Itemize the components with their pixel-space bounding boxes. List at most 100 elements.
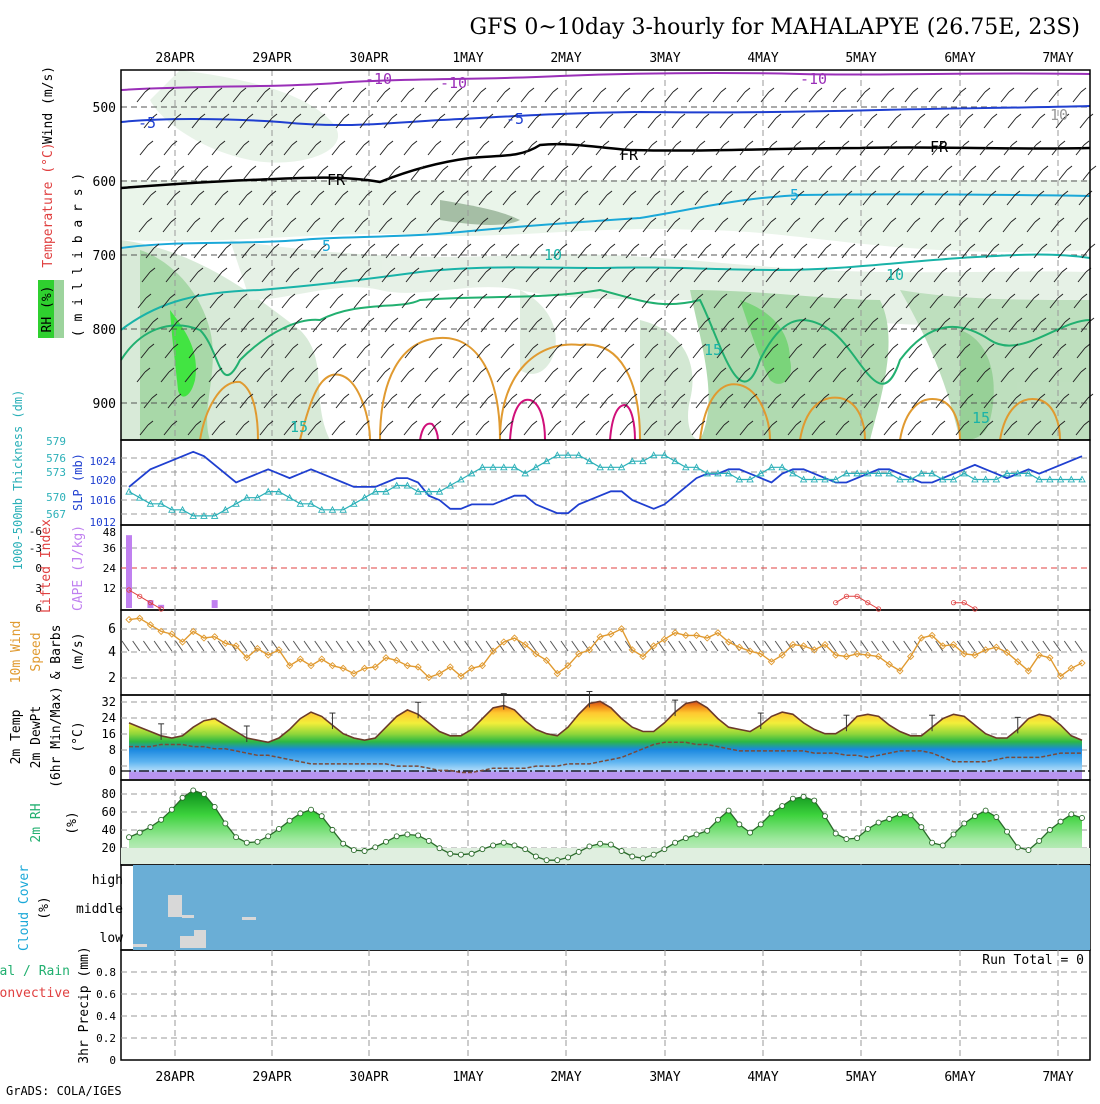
wind-speed-point bbox=[628, 646, 636, 654]
wind-speed-point bbox=[489, 647, 497, 655]
thickness-tick: 570 bbox=[46, 491, 66, 504]
thickness-point bbox=[210, 511, 219, 519]
surface-wind-barb bbox=[132, 640, 141, 652]
slp-tick: 1020 bbox=[90, 474, 117, 487]
surface-wind-barb bbox=[517, 640, 526, 652]
lower-panels-grid bbox=[121, 440, 1090, 1060]
surface-wind-barb bbox=[592, 640, 601, 652]
run-total-label: Run Total = 0 bbox=[982, 953, 1084, 968]
cloud-cover-field bbox=[133, 865, 1090, 950]
cape-bar bbox=[211, 600, 218, 608]
wind-speed-point bbox=[339, 664, 347, 672]
bottom-date-label: 28APR bbox=[155, 1070, 194, 1085]
contour-label: 5 bbox=[790, 186, 799, 204]
surface-wind-barb bbox=[624, 640, 633, 652]
wind-speed-point bbox=[885, 660, 893, 668]
wind-speed-point bbox=[928, 631, 936, 640]
thickness-point bbox=[1067, 475, 1076, 483]
thickness-point bbox=[574, 451, 583, 459]
surface-wind-barb bbox=[1010, 640, 1019, 652]
thickness-point bbox=[1078, 475, 1086, 483]
surface-wind-barb bbox=[549, 640, 558, 652]
rh-point bbox=[457, 851, 464, 858]
lifted-index-point bbox=[875, 606, 882, 612]
rh-point bbox=[211, 803, 218, 810]
lifted-index-point bbox=[972, 606, 978, 612]
rh-point bbox=[126, 834, 132, 841]
thickness-point bbox=[146, 499, 155, 507]
surface-wind-barb bbox=[774, 640, 783, 652]
rh-point bbox=[897, 811, 903, 818]
slp-tick: 1012 bbox=[90, 516, 117, 529]
top-date-axis: 28APR 29APR 30APR 1MAY 2MAY 3MAY 4MAY 5MAY 6MAY 7… bbox=[155, 51, 1073, 66]
chart-series bbox=[121, 450, 1090, 864]
thickness-point bbox=[928, 469, 936, 477]
rh-point bbox=[650, 851, 657, 858]
thickness-tick: 573 bbox=[46, 466, 66, 479]
contour-label: 15 bbox=[290, 418, 308, 436]
top-date-label: 29APR bbox=[252, 51, 291, 66]
rh-point bbox=[297, 810, 304, 817]
surface-wind-barb bbox=[753, 640, 762, 652]
rh-point bbox=[822, 813, 828, 820]
wind-speed-point bbox=[553, 669, 561, 678]
rh-point bbox=[158, 816, 165, 823]
surface-wind-barb bbox=[292, 640, 301, 652]
rh-point bbox=[929, 839, 936, 846]
thickness-point bbox=[981, 475, 990, 483]
rh-point bbox=[372, 844, 379, 851]
thickness-point bbox=[350, 499, 358, 507]
rh-point bbox=[136, 829, 143, 836]
wind-speed-point bbox=[232, 642, 240, 650]
rh-base-band bbox=[121, 848, 1090, 864]
precip-axis-label: 3hr Precip (mm) bbox=[77, 946, 92, 1063]
precip-tick: 0.8 bbox=[96, 966, 116, 979]
surface-wind-barb bbox=[357, 640, 365, 652]
contour-label: 5 bbox=[322, 237, 331, 255]
surface-wind-barb bbox=[121, 640, 130, 652]
lifted-index-point bbox=[147, 600, 154, 606]
thickness-point bbox=[682, 463, 690, 471]
wind-speed-point bbox=[671, 629, 679, 637]
surface-wind-barb bbox=[399, 640, 408, 652]
thickness-axis-label: 1000-500mb Thickness (dm) bbox=[11, 390, 25, 571]
surface-wind-barb bbox=[999, 640, 1008, 652]
lifted-index-tick: -3 bbox=[29, 542, 42, 555]
thickness-point bbox=[157, 499, 165, 507]
wind-speed-point bbox=[414, 663, 422, 671]
rh-point bbox=[254, 838, 261, 845]
surface-wind-barb bbox=[721, 640, 730, 652]
wind-speed-point bbox=[832, 651, 840, 659]
thickness-point bbox=[339, 505, 347, 513]
contour-label: -10 bbox=[440, 74, 467, 92]
wind-speed-point bbox=[136, 614, 144, 622]
contour-label: FR bbox=[930, 138, 949, 156]
rh-point bbox=[832, 830, 839, 837]
thickness-point bbox=[553, 451, 562, 459]
wind-speed-point bbox=[767, 658, 776, 666]
thickness-point bbox=[125, 487, 133, 495]
lifted-index-point bbox=[833, 600, 839, 606]
rh-point bbox=[393, 833, 400, 840]
thickness-point bbox=[660, 451, 669, 459]
cloud-panel-label: Cloud Cover bbox=[17, 865, 32, 951]
dewpoint-line bbox=[129, 741, 1082, 774]
wind-panel-label-2: Speed bbox=[29, 632, 44, 671]
wind-speed-point bbox=[307, 662, 315, 670]
bottom-date-label: 5MAY bbox=[845, 1070, 876, 1085]
surface-wind-barb bbox=[1074, 640, 1083, 652]
rh-point bbox=[629, 853, 636, 860]
surface-wind-barb bbox=[464, 640, 473, 652]
surface-wind-barb bbox=[196, 640, 205, 652]
rh-point bbox=[179, 794, 186, 801]
wind-speed-point bbox=[757, 650, 765, 658]
surface-wind-barb bbox=[175, 640, 183, 652]
contour-label: 15 bbox=[704, 341, 722, 359]
wind-speed-point bbox=[703, 634, 711, 642]
thickness-point bbox=[1056, 475, 1065, 483]
wind-panel-label-1: 10m Wind bbox=[9, 621, 24, 684]
contour-label: 10 bbox=[1050, 106, 1068, 124]
thickness-point bbox=[649, 451, 658, 459]
surface-wind-barb bbox=[924, 640, 933, 652]
rh-point bbox=[693, 831, 700, 838]
